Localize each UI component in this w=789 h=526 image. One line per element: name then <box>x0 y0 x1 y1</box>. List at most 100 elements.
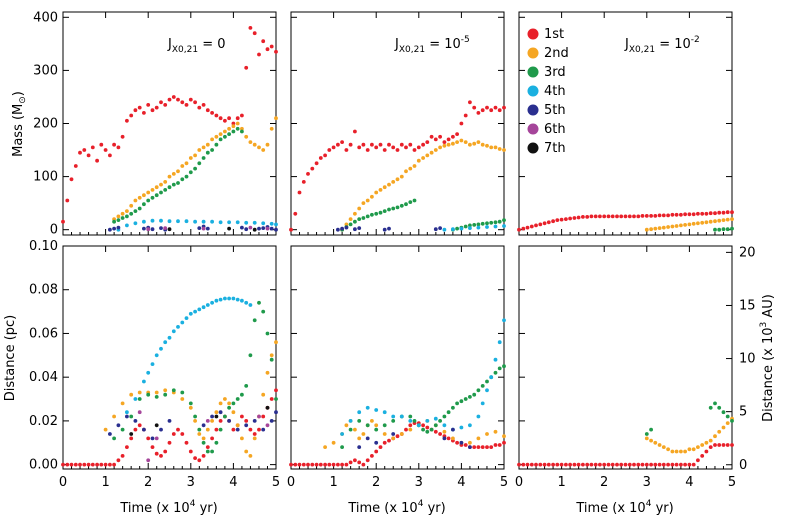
data-point-2nd <box>717 429 722 434</box>
data-point-1st <box>725 210 730 215</box>
data-point-5th <box>125 414 129 419</box>
data-point-1st <box>65 198 70 203</box>
data-point-1st <box>717 210 722 215</box>
data-point-3rd <box>730 419 734 423</box>
data-point-1st <box>129 436 134 441</box>
data-point-3rd <box>412 198 417 203</box>
data-point-4th <box>163 340 168 345</box>
data-point-6th <box>248 225 253 230</box>
data-point-1st <box>314 161 319 166</box>
legend-label: 5th <box>544 103 566 118</box>
y-tick-label: 0.02 <box>29 414 58 429</box>
data-point-1st <box>125 118 129 123</box>
data-point-3rd <box>425 429 430 434</box>
data-point-3rd <box>231 129 236 134</box>
data-point-4th <box>489 375 494 380</box>
data-point-4th <box>433 416 438 421</box>
data-point-3rd <box>357 217 362 222</box>
data-point-1st <box>576 215 581 220</box>
data-point-3rd <box>713 227 717 232</box>
data-point-2nd <box>713 434 717 439</box>
data-point-2nd <box>661 225 666 230</box>
data-point-5th <box>108 432 112 436</box>
data-point-2nd <box>374 190 379 195</box>
data-point-3rd <box>493 220 498 225</box>
data-point-5th <box>210 414 215 419</box>
data-point-1st <box>619 462 624 467</box>
data-point-3rd <box>485 221 489 226</box>
data-point-1st <box>69 462 74 467</box>
data-point-1st <box>442 140 447 145</box>
data-point-1st <box>188 449 193 454</box>
data-point-3rd <box>480 384 485 388</box>
data-point-2nd <box>653 440 658 445</box>
data-point-1st <box>159 454 163 458</box>
data-point-4th <box>218 297 223 302</box>
data-point-4th <box>167 219 172 224</box>
data-point-1st <box>438 432 442 436</box>
data-point-3rd <box>193 414 198 419</box>
data-point-1st <box>708 445 713 449</box>
data-point-3rd <box>248 353 253 358</box>
data-point-5th <box>205 226 210 231</box>
data-point-4th <box>274 222 278 227</box>
data-point-1st <box>640 214 645 218</box>
data-point-2nd <box>120 401 125 406</box>
data-point-5th <box>235 427 240 432</box>
data-point-4th <box>399 414 404 419</box>
data-point-2nd <box>391 180 396 184</box>
data-point-2nd <box>704 220 709 225</box>
data-point-2nd <box>353 211 357 216</box>
data-point-2nd <box>489 145 494 150</box>
data-point-2nd <box>154 390 159 395</box>
data-point-1st <box>674 462 679 467</box>
data-point-2nd <box>666 225 670 229</box>
data-point-2nd <box>365 198 370 203</box>
data-point-3rd <box>214 142 219 147</box>
data-point-2nd <box>129 203 134 208</box>
data-point-1st <box>348 142 353 147</box>
data-point-4th <box>184 316 189 320</box>
data-point-3rd <box>489 220 494 225</box>
x-tick-label: 5 <box>500 475 508 490</box>
data-point-4th <box>150 362 155 366</box>
data-point-1st <box>623 214 628 219</box>
data-point-2nd <box>357 206 362 211</box>
data-point-4th <box>348 419 353 423</box>
data-point-1st <box>61 219 65 224</box>
data-point-5th <box>150 227 155 232</box>
data-point-1st <box>446 436 451 441</box>
data-point-3rd <box>365 214 370 219</box>
data-point-2nd <box>700 443 705 447</box>
data-point-1st <box>546 220 551 225</box>
data-point-1st <box>493 443 498 447</box>
data-point-3rd <box>468 223 472 228</box>
x-tick-label: 1 <box>557 475 565 490</box>
data-point-1st <box>252 31 257 36</box>
data-point-7th <box>227 226 232 231</box>
data-point-3rd <box>142 202 146 207</box>
data-point-2nd <box>248 454 253 458</box>
data-point-3rd <box>391 206 396 211</box>
data-point-2nd <box>408 427 413 432</box>
data-point-4th <box>154 353 159 358</box>
data-point-4th <box>223 296 227 301</box>
data-point-1st <box>657 462 662 467</box>
data-point-1st <box>357 460 362 465</box>
data-point-3rd <box>176 181 180 185</box>
data-point-1st <box>318 156 323 160</box>
data-point-3rd <box>137 397 142 401</box>
data-point-2nd <box>451 436 455 441</box>
data-point-1st <box>538 462 543 467</box>
x-tick-label: 0 <box>287 475 295 490</box>
data-point-3rd <box>205 150 210 155</box>
data-point-1st <box>649 214 653 218</box>
data-point-3rd <box>399 203 404 208</box>
data-point-1st <box>112 142 116 147</box>
data-point-3rd <box>257 300 261 305</box>
data-point-1st <box>691 212 696 217</box>
data-point-1st <box>589 214 594 219</box>
data-point-3rd <box>725 227 730 232</box>
data-point-3rd <box>240 392 244 397</box>
data-point-3rd <box>150 195 155 200</box>
